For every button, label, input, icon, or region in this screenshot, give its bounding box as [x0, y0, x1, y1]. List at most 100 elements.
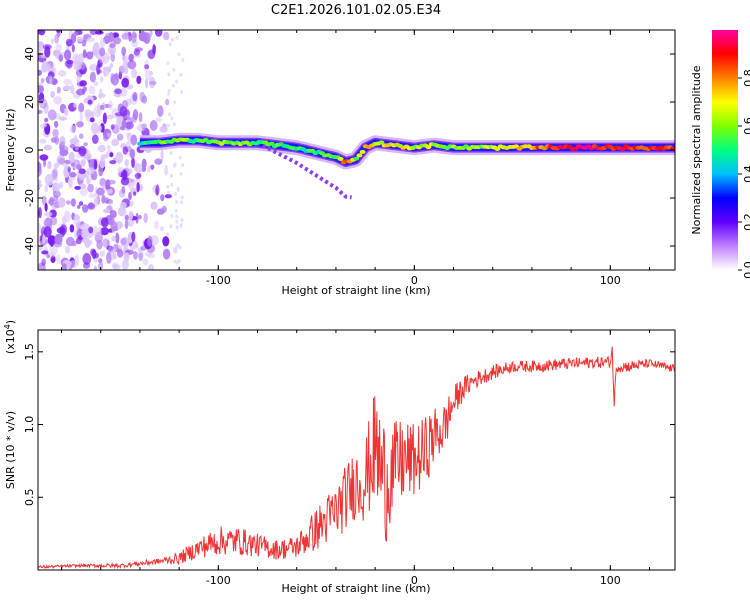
- noise-blob: [142, 258, 149, 266]
- noise-blob: [83, 35, 88, 43]
- noise-blob: [76, 164, 82, 171]
- noise-blob: [108, 199, 114, 206]
- noise-blob: [174, 249, 178, 254]
- noise-blob: [116, 133, 124, 141]
- noise-blob: [175, 219, 179, 224]
- noise-blob: [149, 30, 153, 37]
- noise-blob: [47, 109, 57, 121]
- noise-blob: [73, 60, 82, 71]
- noise-blob: [59, 137, 64, 142]
- noise-blob: [98, 258, 103, 263]
- noise-blob: [88, 85, 96, 95]
- noise-blob: [162, 248, 171, 260]
- noise-blob: [160, 194, 165, 202]
- noise-blob: [125, 141, 132, 147]
- noise-blob: [123, 252, 130, 262]
- noise-blob: [42, 63, 51, 72]
- noise-blob: [38, 207, 42, 219]
- noise-blob: [160, 226, 164, 232]
- noise-blob: [38, 165, 42, 177]
- noise-blob: [133, 191, 137, 196]
- noise-blob: [100, 227, 109, 236]
- noise-blob: [171, 83, 175, 88]
- noise-blob: [131, 32, 138, 39]
- noise-blob: [138, 215, 142, 220]
- noise-blob: [73, 31, 79, 37]
- noise-blob: [114, 112, 124, 117]
- noise-blob: [74, 185, 81, 190]
- noise-blob: [69, 171, 77, 178]
- noise-blob: [118, 65, 125, 75]
- noise-blob: [73, 103, 77, 108]
- noise-blob: [181, 57, 185, 62]
- track-point: [619, 147, 626, 151]
- noise-blob: [89, 71, 96, 83]
- noise-blob: [128, 238, 132, 244]
- noise-blob: [38, 232, 41, 243]
- noise-blob: [102, 238, 110, 248]
- spectrogram-x-label: Height of straight line (km): [281, 284, 430, 297]
- noise-blob: [155, 117, 162, 122]
- noise-blob: [177, 52, 181, 57]
- noise-blob: [134, 172, 142, 180]
- noise-blob: [57, 70, 67, 77]
- noise-blob: [43, 122, 48, 128]
- noise-region: [38, 30, 185, 270]
- y-tick-label: 0.5: [23, 489, 36, 507]
- noise-blob: [154, 220, 159, 230]
- noise-blob: [109, 63, 114, 68]
- y-tick-label: 1.0: [23, 416, 36, 434]
- spectrogram-y-label: Frequency (Hz): [4, 109, 17, 192]
- noise-blob: [61, 263, 67, 270]
- snr-y-axis: 0.5 1.0 1.5: [23, 343, 675, 506]
- noise-blob: [56, 227, 66, 234]
- noise-blob: [42, 44, 52, 50]
- noise-blob: [181, 163, 185, 168]
- noise-blob: [130, 188, 139, 194]
- x-tick-label: 0: [411, 574, 418, 587]
- noise-blob: [167, 72, 171, 77]
- noise-blob: [93, 105, 102, 118]
- noise-blob: [174, 208, 178, 213]
- noise-blob: [52, 128, 59, 138]
- noise-blob: [161, 205, 167, 213]
- noise-blob: [169, 224, 173, 229]
- noise-blob: [38, 183, 43, 188]
- noise-blob: [38, 85, 45, 93]
- noise-blob: [121, 259, 129, 270]
- noise-blob: [114, 88, 122, 95]
- noise-blob: [96, 239, 103, 250]
- noise-blob: [120, 238, 127, 245]
- snr-frame: [37, 329, 676, 571]
- colorbar-scale: [712, 30, 738, 270]
- signal-track: [134, 132, 675, 200]
- spectrogram-x-axis: -100 0 100: [61, 30, 651, 287]
- track-point: [425, 145, 432, 150]
- noise-blob: [88, 193, 96, 199]
- noise-blob: [89, 117, 95, 123]
- noise-blob: [100, 154, 109, 159]
- noise-blob: [147, 264, 154, 270]
- noise-blob: [74, 138, 80, 151]
- noise-blob: [109, 152, 114, 158]
- noise-blob: [106, 179, 116, 185]
- noise-blob: [54, 177, 58, 183]
- noise-blob: [179, 72, 183, 77]
- colorbar-tick-label: 0.8: [742, 69, 750, 87]
- noise-blob: [168, 42, 172, 47]
- noise-blob: [162, 236, 170, 247]
- noise-blob: [179, 200, 183, 205]
- noise-blob: [80, 223, 90, 231]
- noise-blob: [164, 164, 169, 176]
- noise-blob: [132, 91, 138, 102]
- noise-blob: [131, 231, 136, 242]
- noise-blob: [59, 116, 67, 121]
- noise-blob: [106, 188, 113, 194]
- noise-blob: [103, 66, 110, 77]
- noise-blob: [159, 126, 168, 133]
- noise-blob: [38, 69, 43, 76]
- noise-blob: [58, 158, 66, 164]
- noise-blob: [98, 262, 104, 270]
- noise-blob: [71, 44, 75, 53]
- noise-blob: [125, 121, 134, 130]
